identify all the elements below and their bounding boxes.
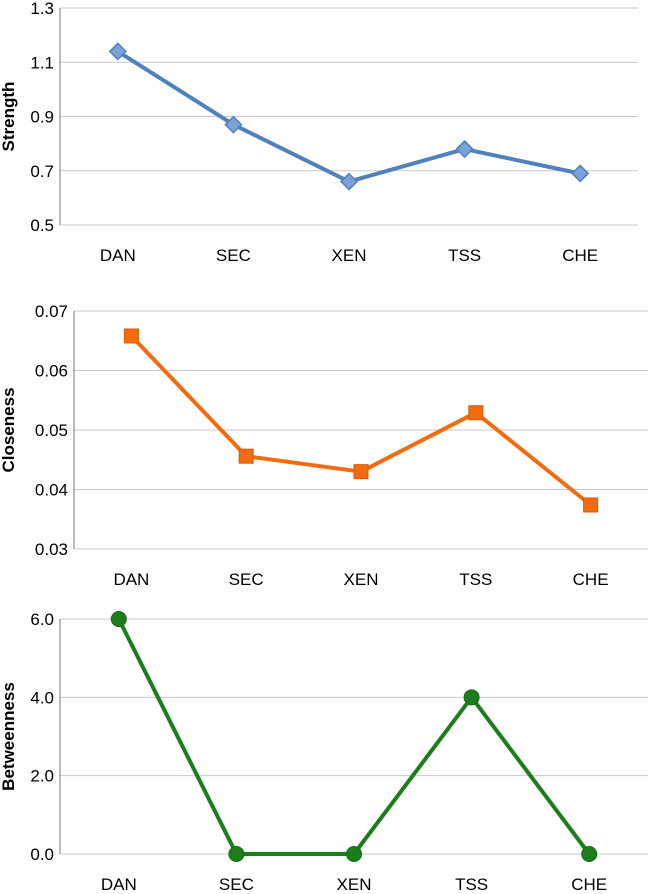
closeness-data-point	[583, 497, 599, 513]
closeness-data-point	[353, 464, 369, 480]
closeness-y-tick-label: 0.07	[35, 302, 68, 321]
betweenness-y-axis-label: Betweenness	[0, 682, 18, 791]
strength-y-tick-label: 0.5	[30, 216, 54, 235]
closeness-data-point	[238, 448, 254, 464]
strength-y-tick-label: 0.7	[30, 162, 54, 181]
strength-data-point	[108, 42, 127, 61]
betweenness-x-tick-label: SEC	[219, 875, 254, 894]
betweenness-y-tick-label: 0.0	[30, 845, 54, 864]
closeness-x-tick-label: CHE	[573, 570, 609, 589]
strength-y-tick-label: 1.3	[30, 0, 54, 18]
betweenness-chart: 0.0 2.0 4.0 6.0 Betweenness DAN SEC XEN TSS CHE	[0, 610, 648, 894]
betweenness-data-point	[581, 846, 598, 862]
closeness-chart: 0.03 0.04 0.05 0.06 0.07 Closeness DAN SEC XEN TS…	[0, 302, 648, 589]
strength-y-axis-label: Strength	[0, 82, 18, 152]
closeness-x-tick-label: SEC	[229, 570, 264, 589]
betweenness-x-tick-label: CHE	[571, 875, 607, 894]
closeness-data-point	[468, 405, 484, 421]
closeness-y-tick-label: 0.04	[35, 481, 68, 500]
betweenness-y-tick-label: 4.0	[30, 688, 54, 707]
strength-x-tick-label: XEN	[332, 246, 367, 265]
closeness-data-point	[123, 328, 139, 344]
closeness-x-tick-label: DAN	[113, 570, 149, 589]
closeness-y-axis-label: Closeness	[0, 387, 18, 472]
betweenness-data-point	[228, 846, 245, 862]
betweenness-x-tick-label: TSS	[455, 875, 488, 894]
closeness-x-tick-label: XEN	[344, 570, 379, 589]
closeness-y-tick-label: 0.06	[35, 362, 68, 381]
strength-data-point	[455, 139, 474, 159]
strength-y-tick-label: 0.9	[30, 108, 54, 127]
betweenness-y-tick-label: 2.0	[30, 767, 54, 786]
betweenness-data-point	[463, 689, 480, 706]
betweenness-x-tick-label: XEN	[337, 875, 372, 894]
strength-chart: 0.5 0.7 0.9 1.1 1.3 Strength DAN SEC XEN TSS CHE	[0, 0, 638, 265]
strength-x-tick-label: DAN	[100, 246, 136, 265]
strength-data-point	[224, 115, 243, 134]
betweenness-data-point	[110, 611, 127, 627]
closeness-y-tick-label: 0.05	[35, 421, 68, 440]
strength-x-tick-label: SEC	[216, 246, 251, 265]
strength-x-tick-label: CHE	[562, 246, 598, 265]
strength-data-point	[339, 172, 359, 191]
strength-data-point	[571, 164, 590, 183]
betweenness-series-line	[116, 617, 592, 856]
strength-x-tick-label: TSS	[448, 246, 481, 265]
closeness-series-line	[129, 334, 593, 507]
betweenness-data-point	[346, 846, 362, 862]
closeness-y-tick-label: 0.03	[35, 540, 68, 559]
betweenness-y-tick-label: 6.0	[30, 610, 54, 629]
strength-y-tick-label: 1.1	[30, 53, 54, 72]
closeness-x-tick-label: TSS	[459, 570, 492, 589]
betweenness-x-tick-label: DAN	[101, 875, 137, 894]
